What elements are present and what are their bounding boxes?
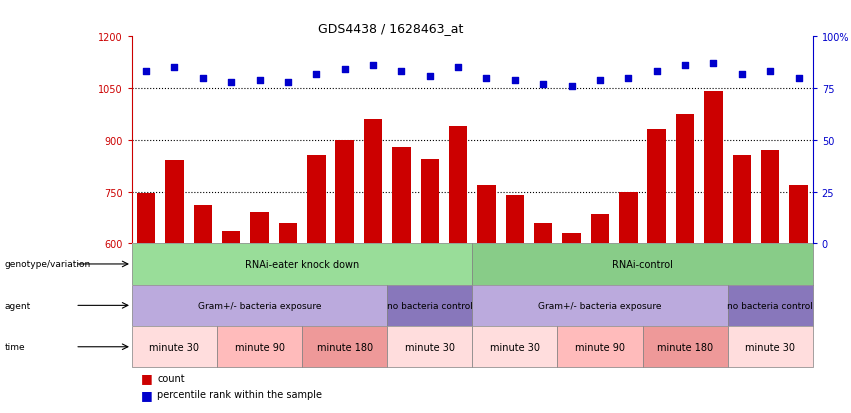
Point	[451, 65, 465, 71]
Bar	[387, 285, 472, 326]
Point	[168, 65, 181, 71]
Point	[791, 75, 805, 82]
Point	[366, 63, 380, 69]
Text: minute 180: minute 180	[317, 342, 373, 352]
Bar	[643, 326, 728, 368]
Point	[735, 71, 749, 78]
Bar	[449, 127, 467, 244]
Text: RNAi-control: RNAi-control	[612, 259, 673, 269]
Bar	[790, 185, 808, 244]
Text: minute 30: minute 30	[150, 342, 199, 352]
Bar	[222, 232, 240, 244]
Point	[196, 75, 209, 82]
Point	[593, 77, 607, 84]
Point	[621, 75, 635, 82]
Point	[536, 81, 550, 88]
Text: Gram+/- bacteria exposure: Gram+/- bacteria exposure	[538, 301, 662, 310]
Text: percentile rank within the sample: percentile rank within the sample	[157, 389, 323, 399]
Bar	[534, 223, 552, 244]
Bar	[704, 92, 722, 244]
Point	[650, 69, 664, 76]
Text: minute 30: minute 30	[490, 342, 540, 352]
Bar	[193, 206, 212, 244]
Point	[310, 71, 323, 78]
Point	[480, 75, 494, 82]
Point	[140, 69, 153, 76]
Bar	[392, 147, 410, 244]
Bar	[137, 194, 155, 244]
Text: Gram+/- bacteria exposure: Gram+/- bacteria exposure	[197, 301, 322, 310]
Bar	[557, 326, 643, 368]
Bar	[307, 156, 325, 244]
Bar	[648, 130, 665, 244]
Text: minute 90: minute 90	[235, 342, 284, 352]
Text: minute 180: minute 180	[657, 342, 713, 352]
Text: ■: ■	[140, 371, 152, 385]
Bar	[563, 233, 580, 244]
Bar	[250, 213, 269, 244]
Point	[678, 63, 692, 69]
Point	[508, 77, 522, 84]
Point	[253, 77, 266, 84]
Text: ■: ■	[140, 388, 152, 401]
Text: RNAi-eater knock down: RNAi-eater knock down	[245, 259, 359, 269]
Bar	[591, 214, 609, 244]
Bar	[472, 244, 813, 285]
Text: agent: agent	[4, 301, 31, 310]
Bar	[420, 159, 439, 244]
Text: genotype/variation: genotype/variation	[4, 260, 90, 269]
Bar	[132, 326, 217, 368]
Text: no bacteria control: no bacteria control	[387, 301, 472, 310]
Bar	[364, 120, 382, 244]
Bar	[728, 326, 813, 368]
Text: minute 30: minute 30	[745, 342, 795, 352]
Bar	[132, 285, 387, 326]
Point	[706, 61, 720, 67]
Bar	[676, 114, 694, 244]
Bar	[165, 161, 184, 244]
Text: count: count	[157, 373, 185, 383]
Bar	[761, 151, 780, 244]
Bar	[728, 285, 813, 326]
Text: no bacteria control: no bacteria control	[728, 301, 813, 310]
Title: GDS4438 / 1628463_at: GDS4438 / 1628463_at	[318, 21, 463, 35]
Bar	[477, 185, 495, 244]
Bar	[619, 192, 637, 244]
Point	[763, 69, 777, 76]
Point	[423, 73, 437, 80]
Bar	[132, 244, 472, 285]
Bar	[217, 326, 302, 368]
Bar	[472, 285, 728, 326]
Point	[225, 79, 238, 86]
Point	[565, 83, 579, 90]
Bar	[335, 140, 354, 244]
Point	[338, 67, 351, 74]
Bar	[472, 326, 557, 368]
Bar	[387, 326, 472, 368]
Bar	[733, 156, 751, 244]
Bar	[278, 223, 297, 244]
Bar	[302, 326, 387, 368]
Bar	[505, 195, 524, 244]
Text: minute 90: minute 90	[575, 342, 625, 352]
Text: time: time	[4, 342, 25, 351]
Point	[395, 69, 408, 76]
Text: minute 30: minute 30	[405, 342, 454, 352]
Point	[281, 79, 294, 86]
